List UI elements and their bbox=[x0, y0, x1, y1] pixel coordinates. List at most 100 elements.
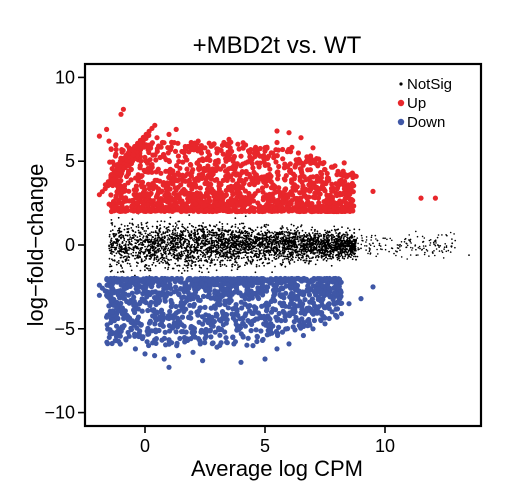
up-point bbox=[308, 174, 314, 180]
notsig-point bbox=[328, 238, 330, 241]
notsig-point bbox=[304, 239, 307, 242]
notsig-point bbox=[336, 239, 338, 242]
notsig-point bbox=[235, 235, 238, 238]
notsig-point bbox=[290, 223, 293, 226]
notsig-point bbox=[138, 231, 140, 234]
notsig-point bbox=[191, 262, 194, 265]
notsig-point bbox=[258, 254, 261, 257]
notsig-point bbox=[326, 249, 329, 252]
notsig-point bbox=[424, 251, 426, 254]
up-point bbox=[280, 146, 286, 153]
notsig-point bbox=[262, 251, 265, 253]
notsig-point bbox=[135, 239, 138, 242]
notsig-point bbox=[434, 240, 437, 242]
notsig-point bbox=[310, 260, 312, 262]
notsig-point bbox=[445, 246, 448, 248]
notsig-point bbox=[314, 232, 317, 235]
notsig-point bbox=[186, 264, 189, 267]
notsig-point bbox=[328, 247, 330, 249]
notsig-point bbox=[288, 262, 291, 265]
notsig-point bbox=[351, 235, 354, 237]
notsig-point bbox=[145, 225, 148, 228]
notsig-point bbox=[426, 250, 429, 252]
notsig-point bbox=[116, 244, 118, 247]
notsig-point bbox=[305, 259, 308, 262]
notsig-point bbox=[303, 250, 305, 253]
notsig-point bbox=[329, 257, 331, 260]
notsig-point bbox=[253, 255, 255, 258]
notsig-point bbox=[357, 248, 360, 251]
up-point bbox=[107, 159, 113, 165]
notsig-point bbox=[200, 259, 203, 262]
notsig-point bbox=[218, 254, 221, 257]
notsig-point bbox=[169, 216, 172, 219]
notsig-point bbox=[343, 257, 346, 260]
notsig-point bbox=[117, 240, 119, 243]
notsig-point bbox=[409, 254, 412, 256]
notsig-point bbox=[189, 248, 192, 251]
notsig-point bbox=[139, 269, 142, 272]
notsig-point bbox=[141, 247, 144, 249]
notsig-point bbox=[256, 244, 259, 247]
notsig-point bbox=[111, 242, 114, 244]
notsig-point bbox=[245, 231, 248, 233]
notsig-point bbox=[422, 245, 425, 247]
notsig-point bbox=[324, 247, 327, 250]
notsig-point bbox=[395, 254, 397, 257]
notsig-point bbox=[181, 223, 184, 226]
notsig-point bbox=[145, 258, 148, 260]
notsig-point bbox=[172, 248, 175, 251]
notsig-point bbox=[315, 232, 318, 235]
notsig-point bbox=[113, 254, 116, 257]
notsig-point bbox=[197, 256, 199, 258]
notsig-point bbox=[275, 255, 278, 258]
notsig-point bbox=[166, 231, 169, 234]
notsig-point bbox=[239, 232, 242, 235]
notsig-point bbox=[261, 243, 263, 246]
notsig-point bbox=[260, 257, 263, 260]
notsig-point bbox=[302, 256, 304, 259]
up-point bbox=[225, 184, 232, 190]
notsig-point bbox=[264, 250, 267, 253]
notsig-point bbox=[210, 254, 212, 257]
notsig-point bbox=[210, 242, 213, 245]
notsig-point bbox=[151, 249, 154, 252]
notsig-point bbox=[166, 234, 169, 237]
notsig-point bbox=[180, 230, 182, 233]
notsig-point bbox=[143, 240, 146, 243]
notsig-point bbox=[271, 240, 273, 242]
notsig-point bbox=[266, 229, 269, 232]
notsig-point bbox=[305, 236, 308, 239]
notsig-point bbox=[221, 225, 224, 228]
up-point bbox=[347, 187, 353, 193]
notsig-point bbox=[274, 234, 277, 237]
notsig-point bbox=[410, 242, 412, 244]
notsig-point bbox=[338, 259, 341, 262]
up-point bbox=[168, 144, 174, 150]
notsig-point bbox=[360, 234, 363, 237]
notsig-point bbox=[260, 249, 263, 251]
notsig-point bbox=[279, 237, 282, 240]
notsig-point bbox=[144, 265, 146, 268]
notsig-point bbox=[269, 235, 272, 238]
up-point bbox=[297, 158, 303, 164]
notsig-point bbox=[313, 245, 315, 248]
notsig-point bbox=[261, 237, 264, 240]
notsig-point bbox=[281, 259, 284, 261]
up-point bbox=[347, 191, 353, 197]
notsig-point bbox=[171, 242, 174, 245]
notsig-point bbox=[187, 251, 190, 254]
notsig-point bbox=[245, 243, 247, 246]
notsig-point bbox=[162, 231, 165, 234]
notsig-point bbox=[212, 247, 214, 249]
notsig-point bbox=[370, 239, 372, 241]
notsig-point bbox=[378, 242, 381, 245]
notsig-point bbox=[223, 263, 226, 266]
notsig-point bbox=[323, 244, 326, 246]
notsig-point bbox=[167, 228, 170, 231]
notsig-point bbox=[327, 237, 329, 240]
up-point bbox=[124, 142, 130, 148]
notsig-point bbox=[152, 261, 155, 264]
notsig-point bbox=[170, 240, 172, 243]
notsig-point bbox=[355, 240, 358, 242]
